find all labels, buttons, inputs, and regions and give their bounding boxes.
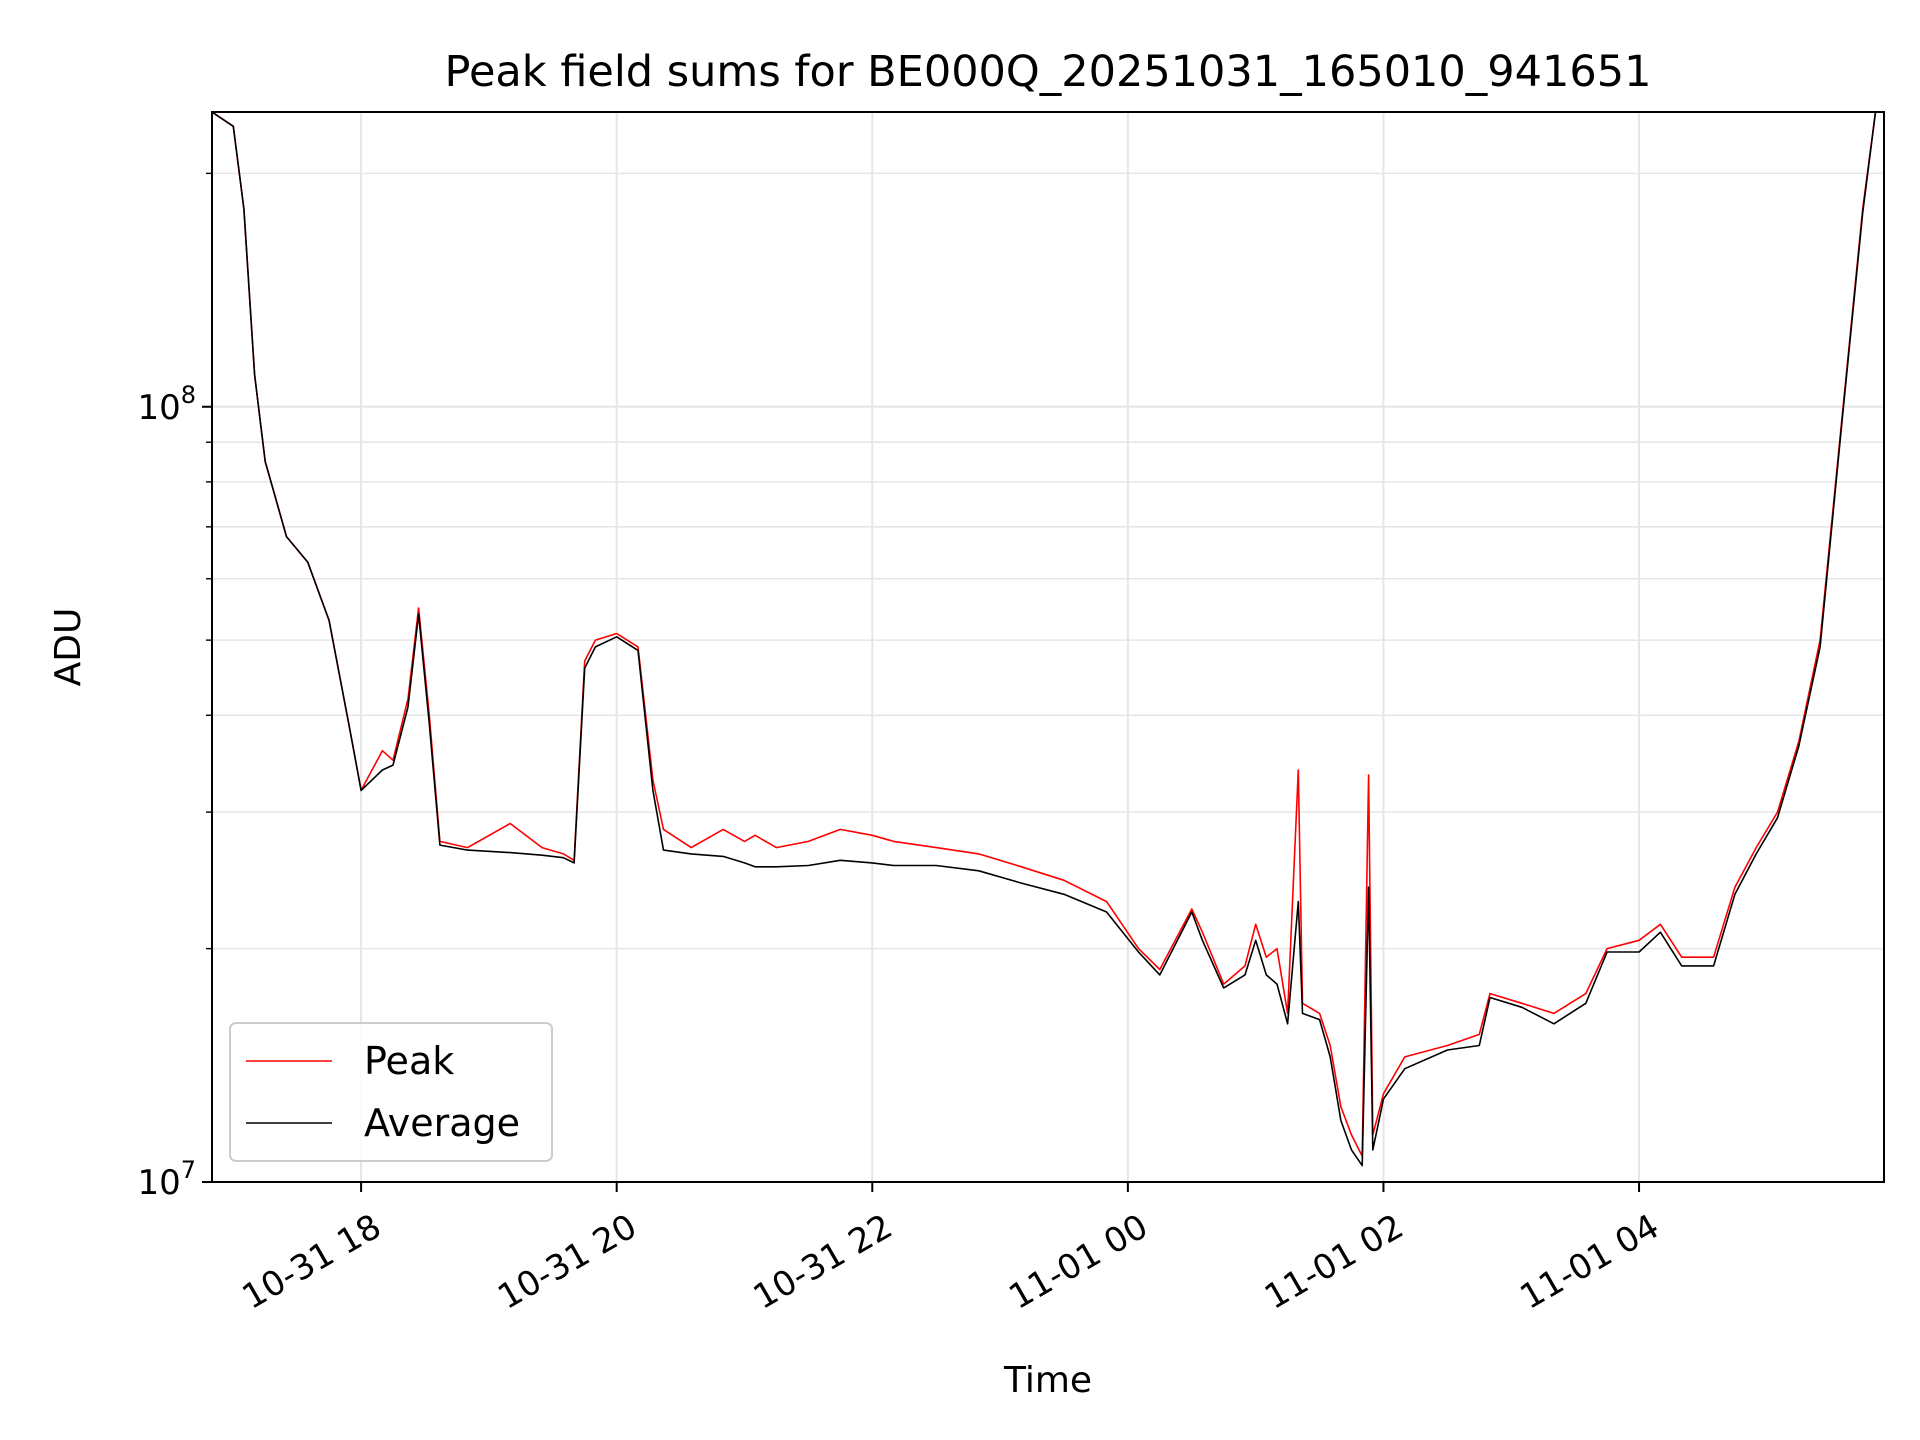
plot-frame: [211, 111, 1885, 1183]
y-axis-label: ADU: [48, 608, 89, 687]
y-tick-label: 108: [137, 381, 196, 428]
chart-title: Peak field sums for BE000Q_20251031_1650…: [445, 47, 1652, 97]
legend: Peak Average: [229, 1022, 553, 1162]
series-layer: [212, 112, 1877, 1167]
x-axis-label: Time: [1003, 1360, 1092, 1401]
legend-label-peak: Peak: [364, 1039, 454, 1083]
y-axis: 107 108: [137, 172, 212, 1203]
y-tick-label: 107: [137, 1156, 196, 1203]
legend-label-average: Average: [364, 1101, 520, 1145]
series-line-average: [212, 112, 1877, 1167]
grid: [212, 112, 1884, 1183]
legend-box: [229, 1022, 553, 1162]
